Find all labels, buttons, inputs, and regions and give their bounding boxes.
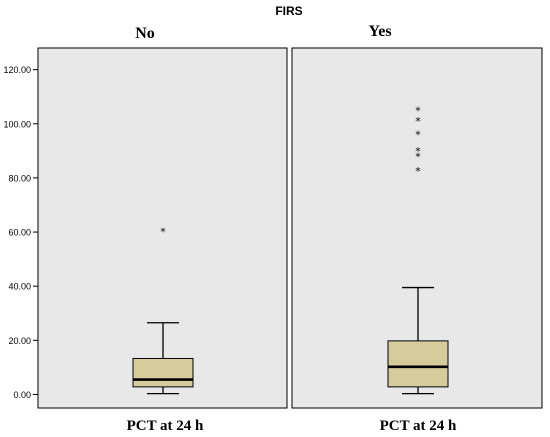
- iqr-box: [132, 357, 194, 388]
- y-axis: 0.00 20.00 40.00 60.00 80.00 100.00 120.00: [3, 65, 38, 400]
- outlier-point: *: [160, 226, 166, 239]
- y-tick-label: 0.00: [13, 390, 31, 400]
- outlier-point: *: [415, 145, 421, 158]
- y-tick-label: 120.00: [3, 65, 31, 75]
- x-axis-label: PCT at 24 h: [127, 418, 204, 434]
- panel-yes: Yes PCT at 24 h ******: [291, 23, 543, 434]
- panel-no: No PCT at 24 h *: [37, 25, 288, 434]
- y-tick-label: 60.00: [8, 228, 31, 238]
- iqr-box: [387, 340, 449, 388]
- box-group-no: *: [132, 226, 194, 395]
- panel-group-label: Yes: [368, 23, 391, 40]
- y-tick-label: 80.00: [8, 173, 31, 183]
- box-group-yes: ******: [387, 104, 449, 395]
- chart-title: FIRS: [275, 4, 302, 18]
- y-tick-label: 100.00: [3, 119, 31, 129]
- y-tick-label: 20.00: [8, 336, 31, 346]
- outlier-point: *: [415, 115, 421, 128]
- outlier-point: *: [415, 104, 421, 117]
- y-tick-label: 40.00: [8, 282, 31, 292]
- outlier-point: *: [415, 129, 421, 142]
- panel-group-label: No: [135, 25, 155, 42]
- outlier-point: *: [415, 165, 421, 178]
- x-axis-label: PCT at 24 h: [380, 418, 457, 434]
- outlier-point: *: [415, 150, 421, 163]
